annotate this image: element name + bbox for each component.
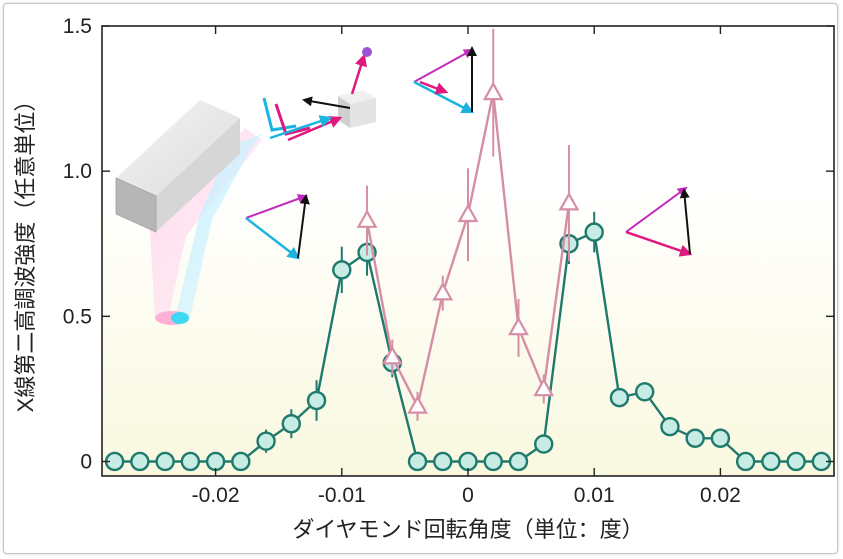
data-point	[609, 387, 630, 408]
data-point	[534, 434, 554, 454]
data-point	[634, 382, 655, 402]
data-point	[130, 451, 150, 472]
x-tick-label: 0	[462, 484, 474, 507]
data-point	[660, 416, 680, 437]
data-point	[231, 451, 251, 472]
data-point	[432, 281, 454, 301]
y-tick-label: 1.5	[63, 15, 92, 38]
data-point	[685, 428, 705, 448]
data-point	[180, 451, 201, 472]
detector-dot	[362, 47, 372, 57]
x-tick-label: -0.01	[318, 484, 366, 507]
x-tick-label: 0.02	[700, 484, 741, 507]
polarization-triad-right	[625, 186, 693, 257]
data-point	[256, 431, 276, 451]
data-point	[332, 260, 352, 280]
series-layer	[104, 28, 832, 472]
y-tick-label: 0.5	[63, 305, 92, 328]
crystal-side	[156, 118, 240, 232]
y-axis-title: X線第二高調波強度（任意単位）	[13, 90, 38, 413]
data-point	[508, 316, 529, 336]
data-point	[735, 451, 756, 472]
y-tick-label: 1.0	[63, 160, 92, 183]
data-point	[710, 428, 731, 448]
data-point	[356, 209, 378, 228]
x-axis-title: ダイヤモンド回転角度（単位：度）	[292, 517, 643, 542]
experiment-illustration	[115, 46, 693, 325]
ticks-layer: -0.02 -0.01 0 0.01 0.02 0 0.5 1.0 1.5	[63, 15, 834, 507]
data-point	[381, 345, 403, 365]
cyan-wedge	[262, 97, 297, 132]
data-point	[407, 395, 428, 414]
data-point	[457, 203, 479, 223]
data-point	[458, 451, 478, 472]
data-point	[433, 451, 453, 472]
data-point	[306, 390, 327, 411]
data-point	[584, 222, 604, 242]
x-tick-label: 0.01	[574, 484, 615, 507]
data-point	[786, 451, 806, 472]
data-point	[483, 451, 503, 472]
cyan-beam	[175, 134, 262, 318]
data-point	[407, 451, 428, 472]
polarization-triad-left	[245, 194, 310, 260]
data-point	[281, 414, 302, 434]
crystal-top	[116, 100, 240, 196]
polarization-triad-top	[413, 46, 477, 114]
data-point	[533, 377, 555, 397]
pink-beam	[150, 128, 262, 318]
data-point	[155, 451, 175, 472]
y-tick-label: 0	[80, 450, 92, 473]
figure-frame	[3, 3, 838, 554]
data-point	[482, 81, 504, 101]
x-tick-label: -0.02	[192, 484, 240, 507]
series-triangle	[356, 28, 580, 421]
data-point	[761, 451, 781, 472]
analyzer-block	[338, 90, 376, 104]
data-point	[205, 451, 226, 472]
pink-wedge	[274, 103, 311, 136]
data-point	[558, 191, 580, 211]
data-point	[508, 451, 529, 472]
